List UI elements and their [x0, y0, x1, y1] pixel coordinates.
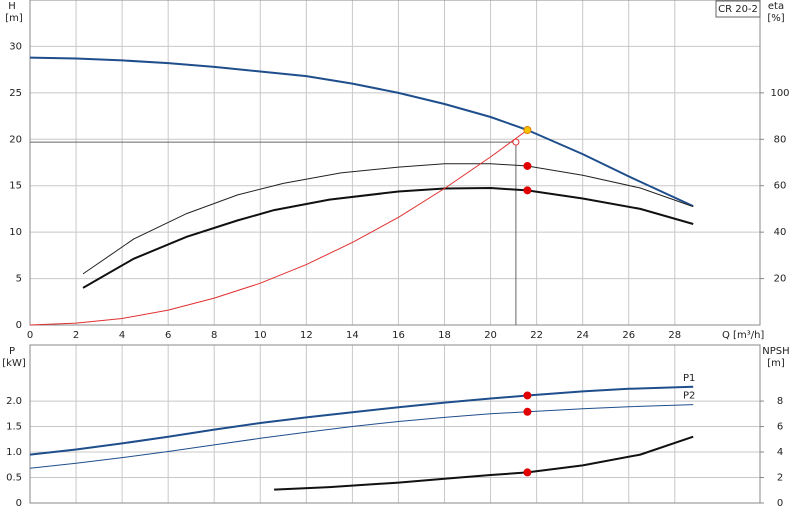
y2-tick-label: 20 [774, 274, 787, 285]
y2-label: eta [768, 1, 784, 12]
duty-point [512, 138, 520, 146]
y-tick-label: 0 [16, 320, 22, 331]
y2-tick-label: 8 [777, 396, 783, 407]
y2-unit: [m] [767, 358, 785, 369]
duty-point [523, 391, 532, 400]
y-tick-label: 20 [9, 134, 22, 145]
y2-label: NPSH [762, 346, 789, 357]
x-tick-label: 6 [165, 330, 171, 341]
y-tick-label: 1.0 [6, 447, 22, 458]
x-tick-label: 26 [622, 330, 635, 341]
curve [274, 435, 694, 491]
y-tick-label: 1.5 [6, 422, 22, 433]
x-tick-label: 0 [27, 330, 33, 341]
curve [82, 186, 694, 289]
y-unit: [kW] [2, 358, 26, 369]
y2-unit: [%] [767, 13, 784, 24]
plot-frame [29, 0, 761, 326]
curve [82, 163, 694, 275]
y2-tick-label: 80 [774, 134, 787, 145]
curve [29, 385, 694, 456]
y2-tick-label: 100 [770, 88, 789, 99]
x-tick-label: 4 [119, 330, 125, 341]
x-tick-label: 14 [346, 330, 359, 341]
y-label: H [8, 1, 16, 12]
duty-point [523, 186, 532, 195]
y-tick-label: 15 [9, 181, 22, 192]
x-tick-label: 28 [668, 330, 681, 341]
x-tick-label: 22 [530, 330, 543, 341]
duty-point [523, 161, 532, 170]
x-tick-label: 16 [392, 330, 405, 341]
series-label: P2 [683, 391, 695, 402]
y2-tick-label: 6 [777, 422, 783, 433]
series-label: P1 [683, 373, 695, 384]
curve [29, 56, 694, 208]
duty-point [523, 126, 532, 134]
y-label: P [9, 346, 15, 357]
y-tick-label: 0.5 [6, 473, 22, 484]
y2-tick-label: 60 [774, 181, 787, 192]
y2-tick-label: 4 [777, 447, 783, 458]
y2-tick-label: 0 [777, 498, 783, 509]
title-box [715, 0, 761, 18]
x-label: Q [m³/h] [722, 330, 764, 341]
x-tick-label: 12 [300, 330, 313, 341]
y-tick-label: 10 [9, 227, 22, 238]
y-tick-label: 0 [16, 498, 22, 509]
duty-point [523, 407, 532, 416]
x-tick-label: 8 [211, 330, 217, 341]
plot-frame [29, 344, 761, 504]
x-tick-label: 20 [484, 330, 497, 341]
x-tick-label: 18 [438, 330, 451, 341]
x-tick-label: 10 [254, 330, 267, 341]
curve [29, 404, 694, 469]
y-tick-label: 2.0 [6, 396, 22, 407]
y2-tick-label: 2 [777, 473, 783, 484]
x-tick-label: 24 [576, 330, 589, 341]
y-tick-label: 30 [9, 41, 22, 52]
x-tick-label: 2 [73, 330, 79, 341]
curve [29, 129, 528, 326]
y-tick-label: 25 [9, 88, 22, 99]
duty-point [523, 468, 532, 477]
chart-title: CR 20-2 [718, 4, 758, 15]
y2-tick-label: 40 [774, 227, 787, 238]
y-tick-label: 5 [16, 274, 22, 285]
y-unit: [m] [5, 13, 23, 24]
